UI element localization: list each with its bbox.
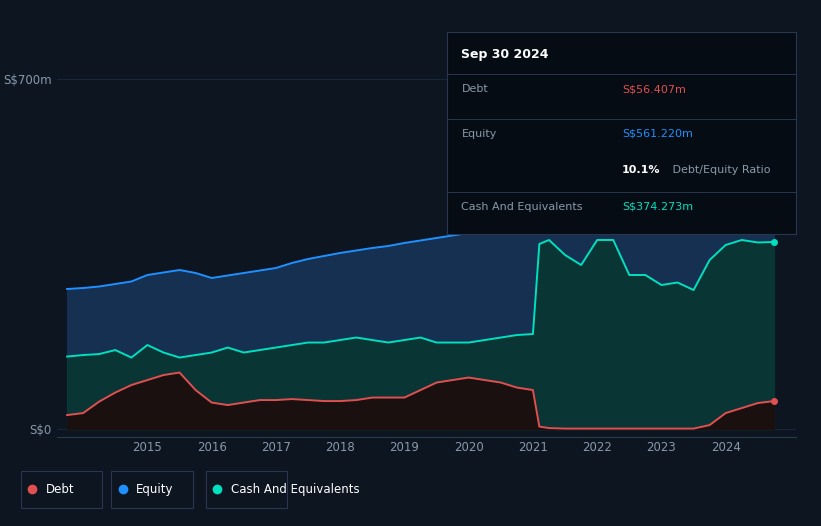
Text: Debt: Debt	[461, 84, 488, 94]
Text: 10.1%: 10.1%	[622, 165, 660, 175]
Text: S$56.407m: S$56.407m	[622, 84, 686, 94]
Text: Equity: Equity	[461, 129, 497, 139]
Text: Cash And Equivalents: Cash And Equivalents	[461, 201, 583, 211]
Text: S$374.273m: S$374.273m	[622, 201, 693, 211]
Text: S$561.220m: S$561.220m	[622, 129, 693, 139]
Text: Debt/Equity Ratio: Debt/Equity Ratio	[669, 165, 771, 175]
Text: Equity: Equity	[136, 483, 173, 495]
Text: Debt: Debt	[46, 483, 75, 495]
Text: Cash And Equivalents: Cash And Equivalents	[231, 483, 360, 495]
Text: Sep 30 2024: Sep 30 2024	[461, 48, 549, 61]
